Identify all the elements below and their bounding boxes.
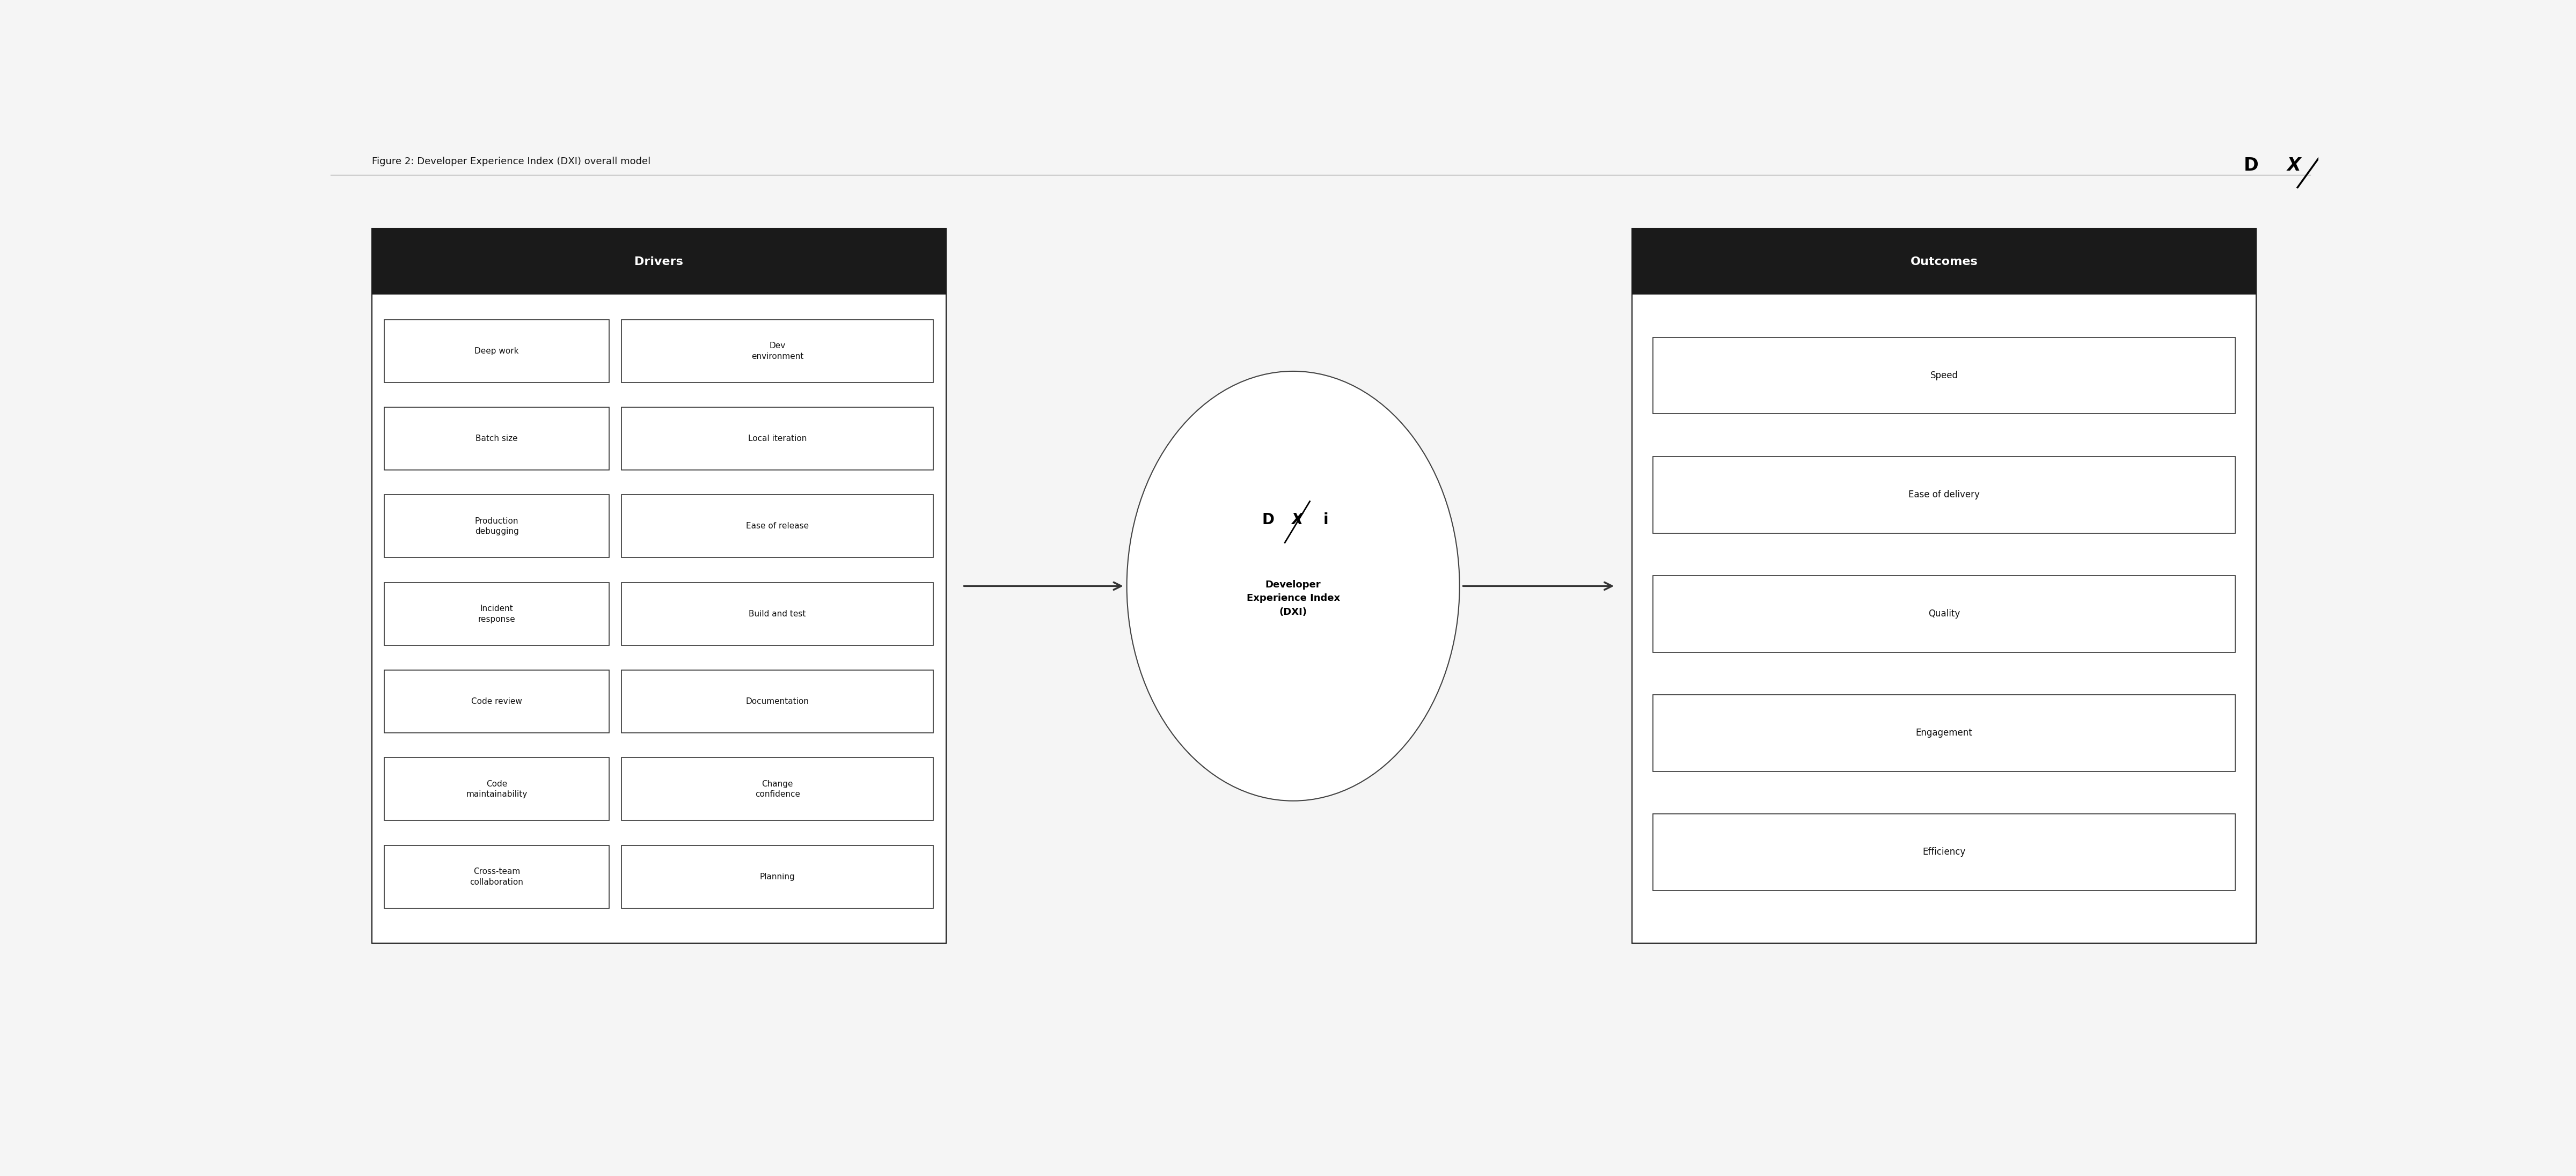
Text: Figure 2: Developer Experience Index (DXI) overall model: Figure 2: Developer Experience Index (DX… [371,156,652,166]
Text: Engagement: Engagement [1917,728,1973,737]
Text: Documentation: Documentation [747,697,809,706]
Text: Production
debugging: Production debugging [474,517,518,535]
Text: Code review: Code review [471,697,523,706]
Bar [1633,228,2257,943]
Text: Deep work: Deep work [474,347,518,355]
Bar [384,495,608,557]
Bar [621,582,933,646]
Bar [1654,338,2236,414]
Text: Change
confidence: Change confidence [755,780,801,799]
Text: Quality: Quality [1929,609,1960,619]
Text: Ease of release: Ease of release [747,522,809,530]
Bar [621,670,933,733]
Text: X: X [1291,513,1303,528]
Text: X: X [2287,156,2300,174]
Bar [384,757,608,821]
Bar [384,320,608,382]
Bar [1654,576,2236,653]
Bar [621,407,933,470]
Text: Speed: Speed [1929,370,1958,381]
Text: Batch size: Batch size [477,435,518,442]
Text: Local iteration: Local iteration [747,435,806,442]
Text: Developer
Experience Index
(DXI): Developer Experience Index (DXI) [1247,580,1340,617]
Text: Dev
environment: Dev environment [752,342,804,360]
Text: D: D [1262,513,1275,528]
Ellipse shape [1126,372,1461,801]
Bar [384,670,608,733]
Text: Cross-team
collaboration: Cross-team collaboration [469,868,523,887]
Text: Outcomes: Outcomes [1911,256,1978,267]
Text: Build and test: Build and test [750,610,806,617]
Text: Drivers: Drivers [634,256,683,267]
Text: Efficiency: Efficiency [1922,848,1965,857]
Bar [371,228,945,295]
Bar [1654,695,2236,771]
Text: Code
maintainability: Code maintainability [466,780,528,799]
Bar [621,846,933,908]
Bar [384,407,608,470]
Text: Ease of delivery: Ease of delivery [1909,490,1981,500]
Text: Incident
response: Incident response [479,604,515,623]
Bar [1654,814,2236,890]
Bar [621,757,933,821]
Bar [621,320,933,382]
Text: i: i [1324,513,1329,528]
Bar [621,495,933,557]
Bar [384,582,608,646]
Bar [1633,228,2257,295]
Text: D: D [2244,156,2259,174]
Bar [384,846,608,908]
Text: Planning: Planning [760,873,796,881]
Bar [371,228,945,943]
Bar [1654,456,2236,533]
